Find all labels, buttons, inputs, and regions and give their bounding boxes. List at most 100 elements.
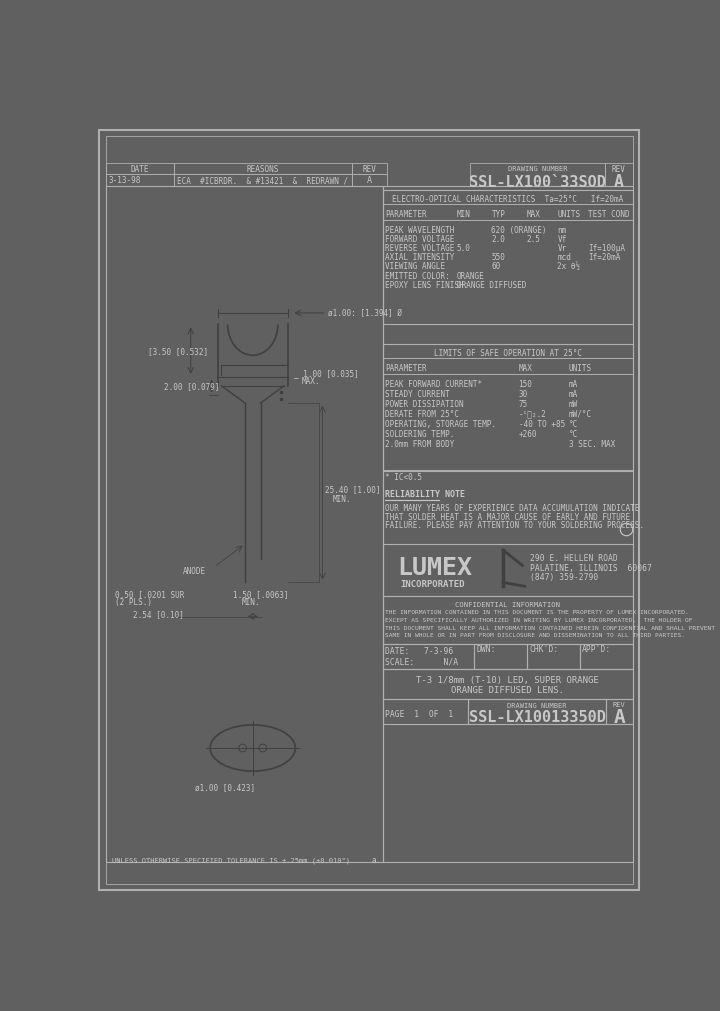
Text: REASONS: REASONS bbox=[247, 165, 279, 174]
Text: MIN: MIN bbox=[456, 210, 470, 219]
Text: RELIABILITY NOTE: RELIABILITY NOTE bbox=[385, 490, 465, 498]
Text: ORANGE: ORANGE bbox=[456, 271, 485, 280]
Text: 2x θ½: 2x θ½ bbox=[557, 262, 580, 271]
Bar bbox=[474, 644, 527, 669]
Text: mW: mW bbox=[569, 399, 578, 408]
Text: 150: 150 bbox=[518, 379, 533, 388]
Text: mA: mA bbox=[569, 389, 578, 398]
Text: SOLDERING TEMP.: SOLDERING TEMP. bbox=[385, 429, 454, 438]
Text: INCORPORATED: INCORPORATED bbox=[400, 580, 464, 588]
Text: mA: mA bbox=[569, 379, 578, 388]
Text: (2 PLS.): (2 PLS.) bbox=[114, 598, 152, 607]
Text: 30: 30 bbox=[518, 389, 528, 398]
Text: °C: °C bbox=[569, 429, 578, 438]
Text: SCALE:      N/A: SCALE: N/A bbox=[385, 657, 459, 666]
Text: SAME IN WHOLE OR IN PART FROM DISCLOSURE AND DISSEMINATION TO ALL THIRD PARTIES.: SAME IN WHOLE OR IN PART FROM DISCLOSURE… bbox=[385, 633, 685, 638]
Bar bbox=[383, 644, 474, 669]
Bar bbox=[352, 174, 387, 187]
Text: 75: 75 bbox=[518, 399, 528, 408]
Text: THAT SOLDER HEAT IS A MAJOR CAUSE OF EARLY AND FUTURE: THAT SOLDER HEAT IS A MAJOR CAUSE OF EAR… bbox=[385, 513, 631, 522]
Text: OUR MANY YEARS OF EXPERIENCE DATA ACCUMULATION INDICATE: OUR MANY YEARS OF EXPERIENCE DATA ACCUMU… bbox=[385, 503, 639, 513]
Text: 5.0: 5.0 bbox=[456, 244, 470, 253]
Text: MIN.: MIN. bbox=[241, 598, 260, 607]
Text: (847) 359-2790: (847) 359-2790 bbox=[530, 572, 598, 581]
Text: THIS DOCUMENT SHALL KEEP ALL INFORMATION CONTAINED HEREIN CONFIDENTIAL AND SHALL: THIS DOCUMENT SHALL KEEP ALL INFORMATION… bbox=[385, 625, 715, 630]
Text: TEST COND: TEST COND bbox=[588, 210, 630, 219]
Text: UNITS: UNITS bbox=[569, 364, 592, 373]
Bar bbox=[606, 164, 632, 187]
Text: VIEWING ANGLE: VIEWING ANGLE bbox=[385, 262, 446, 271]
Text: T-3 1/8mm (T-10) LED, SUPER ORANGE: T-3 1/8mm (T-10) LED, SUPER ORANGE bbox=[416, 675, 599, 684]
Text: DATE: DATE bbox=[130, 165, 149, 174]
Bar bbox=[383, 345, 632, 471]
Text: * IC<0.5: * IC<0.5 bbox=[385, 473, 422, 482]
Bar bbox=[469, 164, 606, 187]
Text: TYP: TYP bbox=[492, 210, 505, 219]
Bar bbox=[383, 190, 632, 326]
Text: UNITS: UNITS bbox=[557, 210, 580, 219]
Bar bbox=[174, 164, 352, 174]
Text: REV: REV bbox=[362, 165, 377, 174]
Bar bbox=[383, 669, 632, 700]
Text: UNLESS OTHERWISE SPECIFIED TOLERANCE IS ±.25mm (±0.010"): UNLESS OTHERWISE SPECIFIED TOLERANCE IS … bbox=[112, 856, 350, 863]
Text: PARAMETER: PARAMETER bbox=[385, 210, 427, 219]
Text: 3-13-98: 3-13-98 bbox=[109, 176, 141, 185]
Text: DERATE FROM 25°C: DERATE FROM 25°C bbox=[385, 409, 459, 419]
Text: PEAK FORWARD CURRENT*: PEAK FORWARD CURRENT* bbox=[385, 379, 482, 388]
Text: If=100μA: If=100μA bbox=[588, 244, 626, 253]
Text: DATE:   7-3-96: DATE: 7-3-96 bbox=[385, 647, 454, 656]
Text: SSL-LX100`33SOD: SSL-LX100`33SOD bbox=[469, 175, 606, 190]
Text: 25.40 [1.00]: 25.40 [1.00] bbox=[325, 485, 380, 494]
Text: FORWARD VOLTAGE: FORWARD VOLTAGE bbox=[385, 235, 454, 244]
Text: OPERATING, STORAGE TEMP.: OPERATING, STORAGE TEMP. bbox=[385, 420, 496, 428]
Text: [3.50 [0.532]: [3.50 [0.532] bbox=[148, 347, 208, 356]
Text: -¹⁄₂.2: -¹⁄₂.2 bbox=[518, 409, 546, 419]
Bar bbox=[383, 596, 632, 644]
Text: DRAWING NUMBER: DRAWING NUMBER bbox=[508, 166, 567, 172]
Text: REV: REV bbox=[613, 702, 626, 708]
Text: ORANGE DIFFUSED: ORANGE DIFFUSED bbox=[456, 281, 526, 290]
Text: Vf: Vf bbox=[557, 235, 567, 244]
Text: CHK'D:: CHK'D: bbox=[529, 645, 559, 653]
Text: mW/°C: mW/°C bbox=[569, 409, 592, 419]
Text: MAX: MAX bbox=[526, 210, 540, 219]
Bar bbox=[606, 700, 632, 725]
Text: EPOXY LENS FINISH:: EPOXY LENS FINISH: bbox=[385, 281, 469, 290]
Text: _ 1.00 [0.035]: _ 1.00 [0.035] bbox=[294, 369, 359, 378]
Bar bbox=[106, 187, 383, 862]
Text: 3 SEC. MAX: 3 SEC. MAX bbox=[569, 439, 615, 448]
Bar bbox=[580, 644, 632, 669]
Text: A: A bbox=[614, 173, 624, 191]
Bar bbox=[106, 174, 174, 187]
Text: If=20mA: If=20mA bbox=[588, 253, 621, 262]
Bar bbox=[174, 174, 352, 187]
Text: +260: +260 bbox=[518, 429, 537, 438]
Bar bbox=[468, 700, 606, 725]
Text: LIMITS OF SAFE OPERATION AT 25°C: LIMITS OF SAFE OPERATION AT 25°C bbox=[433, 349, 582, 357]
Text: 2.00 [0.079]: 2.00 [0.079] bbox=[163, 382, 219, 391]
Text: 2.5: 2.5 bbox=[526, 235, 540, 244]
Text: 290 E. HELLEN ROAD: 290 E. HELLEN ROAD bbox=[530, 554, 618, 563]
Text: POWER DISSIPATION: POWER DISSIPATION bbox=[385, 399, 464, 408]
Text: 60: 60 bbox=[492, 262, 500, 271]
Text: AXIAL INTENSITY: AXIAL INTENSITY bbox=[385, 253, 454, 262]
Text: MIN.: MIN. bbox=[333, 494, 351, 503]
Bar bbox=[383, 187, 632, 862]
Text: DWN:: DWN: bbox=[477, 645, 496, 653]
Text: PEAK WAVELENGTH: PEAK WAVELENGTH bbox=[385, 225, 454, 235]
Text: REVERSE VOLTAGE: REVERSE VOLTAGE bbox=[385, 244, 454, 253]
Bar bbox=[106, 164, 174, 174]
Text: A: A bbox=[613, 708, 625, 726]
Text: °C: °C bbox=[569, 420, 578, 428]
Text: REV: REV bbox=[612, 165, 626, 174]
Text: A: A bbox=[367, 176, 372, 185]
Text: mcd: mcd bbox=[557, 253, 571, 262]
Bar bbox=[383, 700, 468, 725]
Text: Vr: Vr bbox=[557, 244, 567, 253]
Text: 2.54 [0.10]: 2.54 [0.10] bbox=[132, 610, 184, 618]
Text: EMITTED COLOR:: EMITTED COLOR: bbox=[385, 271, 450, 280]
Text: ø1.00 [0.423]: ø1.00 [0.423] bbox=[194, 783, 255, 792]
Text: ORANGE DIFFUSED LENS.: ORANGE DIFFUSED LENS. bbox=[451, 685, 564, 695]
Text: SSL-LX10013350D: SSL-LX10013350D bbox=[469, 710, 606, 724]
Text: a.: a. bbox=[372, 855, 381, 864]
